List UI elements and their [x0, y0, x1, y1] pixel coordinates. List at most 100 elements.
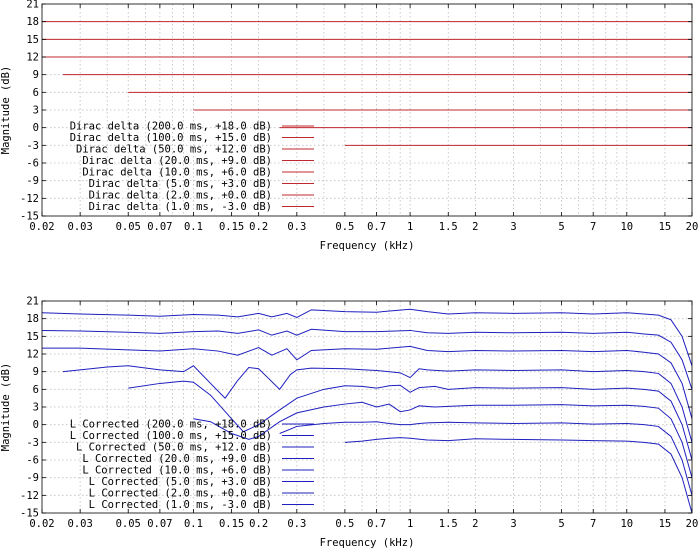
- y-tick-label: 9: [33, 366, 39, 378]
- series-line-8: [344, 437, 692, 513]
- y-tick-label: 3: [33, 105, 39, 117]
- legend-label-1: L Corrected (200.0 ms, +18.0 dB): [70, 419, 272, 431]
- x-tick-label: 0.05: [116, 518, 141, 530]
- x-tick-label: 1.5: [439, 221, 458, 233]
- x-tick-label: 0.15: [219, 221, 244, 233]
- series-line-5: [128, 380, 692, 461]
- y-tick-label: 9: [33, 69, 39, 81]
- legend-label-6: L Corrected (5.0 ms, +3.0 dB): [89, 476, 272, 488]
- y-tick-label: -3: [26, 140, 39, 152]
- x-tick-label: 0.05: [116, 221, 141, 233]
- x-tick-label: 10: [620, 221, 633, 233]
- x-tick-label: 0.2: [249, 221, 268, 233]
- legend-label-6: Dirac delta (5.0 ms, +3.0 dB): [89, 178, 272, 190]
- y-tick-label: 21: [26, 0, 39, 11]
- x-tick-label: 5: [558, 518, 564, 530]
- x-tick-label: 20: [686, 221, 699, 233]
- x-tick-label: 0.03: [68, 221, 93, 233]
- x-tick-label: 2: [472, 221, 478, 233]
- legend-label-4: Dirac delta (20.0 ms, +9.0 dB): [82, 155, 272, 167]
- x-tick-label: 0.5: [335, 221, 354, 233]
- legend-label-8: Dirac delta (1.0 ms, -3.0 dB): [89, 201, 272, 213]
- series-group: [42, 308, 692, 513]
- legend-label-2: Dirac delta (100.0 ms, +15.0 dB): [70, 132, 272, 144]
- series-line-2: [42, 328, 692, 390]
- x-tick-label: 0.03: [68, 518, 93, 530]
- y-tick-label: 3: [33, 402, 39, 414]
- legend-label-4: L Corrected (20.0 ms, +9.0 dB): [82, 453, 272, 465]
- y-tick-label: 6: [33, 87, 39, 99]
- x-tick-label: 15: [659, 518, 672, 530]
- y-axis-label: Magnitude (dB): [0, 66, 12, 155]
- x-tick-label: 15: [659, 221, 672, 233]
- y-tick-label: -6: [26, 158, 39, 170]
- x-tick-label: 3: [510, 518, 516, 530]
- y-tick-label: 6: [33, 384, 39, 396]
- x-tick-label: 0.15: [219, 518, 244, 530]
- x-tick-label: 7: [590, 221, 596, 233]
- y-tick-label: 18: [26, 16, 39, 28]
- y-tick-label: 21: [26, 296, 39, 308]
- series-group: [42, 21, 692, 146]
- y-tick-label: -9: [26, 175, 39, 187]
- x-tick-label: 0.3: [287, 518, 306, 530]
- legend: Dirac delta (200.0 ms, +18.0 dB)Dirac de…: [70, 121, 314, 213]
- x-tick-label: 1.5: [439, 518, 458, 530]
- y-tick-label: -3: [26, 437, 39, 449]
- x-axis-label: Frequency (kHz): [320, 240, 415, 252]
- x-tick-label: 0.02: [29, 221, 54, 233]
- legend: L Corrected (200.0 ms, +18.0 dB)L Correc…: [70, 419, 314, 511]
- legend-label-1: Dirac delta (200.0 ms, +18.0 dB): [70, 121, 272, 133]
- chart-panel-1: Dirac delta (200.0 ms, +18.0 dB)Dirac de…: [0, 0, 698, 252]
- chart-panel-2: L Corrected (200.0 ms, +18.0 dB)L Correc…: [0, 296, 698, 550]
- x-tick-label: 0.1: [184, 221, 203, 233]
- x-tick-label: 0.2: [249, 518, 268, 530]
- y-tick-label: 12: [26, 349, 39, 361]
- series-line-4: [62, 365, 692, 443]
- x-tick-label: 0.5: [335, 518, 354, 530]
- x-axis-label: Frequency (kHz): [320, 537, 415, 549]
- y-tick-label: 0: [33, 419, 39, 431]
- x-tick-label: 0.07: [147, 221, 172, 233]
- legend-label-7: L Corrected (2.0 ms, +0.0 dB): [89, 488, 272, 500]
- y-tick-label: 15: [26, 34, 39, 46]
- x-tick-label: 20: [686, 518, 699, 530]
- series-line-3: [42, 345, 692, 419]
- legend-label-3: Dirac delta (50.0 ms, +12.0 dB): [76, 144, 272, 156]
- x-tick-label: 2: [472, 518, 478, 530]
- x-tick-label: 0.7: [367, 518, 386, 530]
- series-line-1: [42, 308, 692, 366]
- y-tick-label: -15: [20, 508, 39, 520]
- y-tick-label: 18: [26, 313, 39, 325]
- y-tick-label: -12: [20, 193, 39, 205]
- x-tick-label: 10: [620, 518, 633, 530]
- legend-label-5: Dirac delta (10.0 ms, +6.0 dB): [82, 167, 272, 179]
- legend-label-5: L Corrected (10.0 ms, +6.0 dB): [82, 465, 272, 477]
- legend-label-2: L Corrected (100.0 ms, +15.0 dB): [70, 430, 272, 442]
- x-tick-label: 7: [590, 518, 596, 530]
- x-tick-label: 5: [558, 221, 564, 233]
- series-line-6: [193, 401, 692, 478]
- x-tick-label: 0.7: [367, 221, 386, 233]
- x-tick-label: 3: [510, 221, 516, 233]
- x-tick-label: 0.02: [29, 518, 54, 530]
- legend-label-3: L Corrected (50.0 ms, +12.0 dB): [76, 442, 272, 454]
- y-tick-label: -9: [26, 472, 39, 484]
- series-line-7: [279, 421, 692, 496]
- x-tick-label: 0.07: [147, 518, 172, 530]
- y-tick-label: -12: [20, 490, 39, 502]
- x-tick-label: 0.3: [287, 221, 306, 233]
- y-tick-label: 15: [26, 331, 39, 343]
- y-tick-label: 12: [26, 52, 39, 64]
- y-axis-label: Magnitude (dB): [0, 363, 12, 452]
- y-tick-label: 0: [33, 122, 39, 134]
- x-tick-label: 0.1: [184, 518, 203, 530]
- y-tick-label: -15: [20, 211, 39, 223]
- y-tick-label: -6: [26, 455, 39, 467]
- x-tick-label: 1: [407, 518, 413, 530]
- x-tick-label: 1: [407, 221, 413, 233]
- legend-label-8: L Corrected (1.0 ms, -3.0 dB): [89, 499, 272, 511]
- legend-label-7: Dirac delta (2.0 ms, +0.0 dB): [89, 190, 272, 202]
